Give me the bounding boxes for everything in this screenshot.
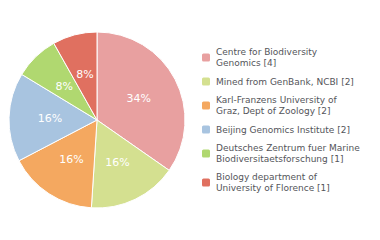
- svg-text:8%: 8%: [76, 68, 93, 81]
- svg-text:Biodiversitaetsforschung [1]: Biodiversitaetsforschung [1]: [216, 154, 343, 164]
- svg-text:Deutsches Zentrum fuer Marine: Deutsches Zentrum fuer Marine: [216, 143, 360, 153]
- svg-text:Graz, Dept of Zoology [2]: Graz, Dept of Zoology [2]: [216, 106, 331, 116]
- svg-text:Karl-Franzens University of: Karl-Franzens University of: [216, 95, 337, 105]
- svg-text:Biology department of: Biology department of: [216, 172, 318, 182]
- svg-text:34%: 34%: [126, 92, 150, 105]
- svg-text:Centre for Biodiversity: Centre for Biodiversity: [216, 47, 318, 57]
- svg-text:16%: 16%: [59, 153, 83, 166]
- svg-text:16%: 16%: [38, 112, 62, 125]
- svg-text:Genomics [4]: Genomics [4]: [216, 58, 276, 68]
- svg-text:University of Florence [1]: University of Florence [1]: [216, 183, 330, 193]
- svg-text:8%: 8%: [56, 80, 73, 93]
- svg-text:16%: 16%: [105, 156, 129, 169]
- svg-text:Beijing Genomics Institute [2]: Beijing Genomics Institute [2]: [216, 125, 350, 135]
- svg-text:Mined from GenBank, NCBI [2]: Mined from GenBank, NCBI [2]: [216, 77, 354, 87]
